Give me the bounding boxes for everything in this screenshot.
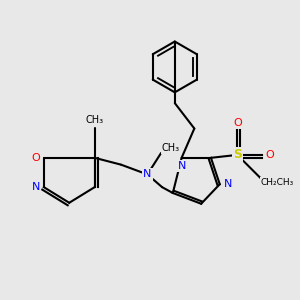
Text: CH₃: CH₃: [85, 115, 104, 125]
Text: O: O: [265, 150, 274, 160]
Text: N: N: [32, 182, 40, 192]
Text: O: O: [32, 153, 40, 163]
Text: N: N: [177, 160, 186, 171]
Text: N: N: [224, 179, 232, 189]
Text: CH₃: CH₃: [162, 143, 180, 153]
Text: O: O: [233, 118, 242, 128]
Text: S: S: [233, 148, 242, 161]
Text: CH₂CH₃: CH₂CH₃: [261, 178, 294, 187]
Text: N: N: [143, 169, 152, 179]
